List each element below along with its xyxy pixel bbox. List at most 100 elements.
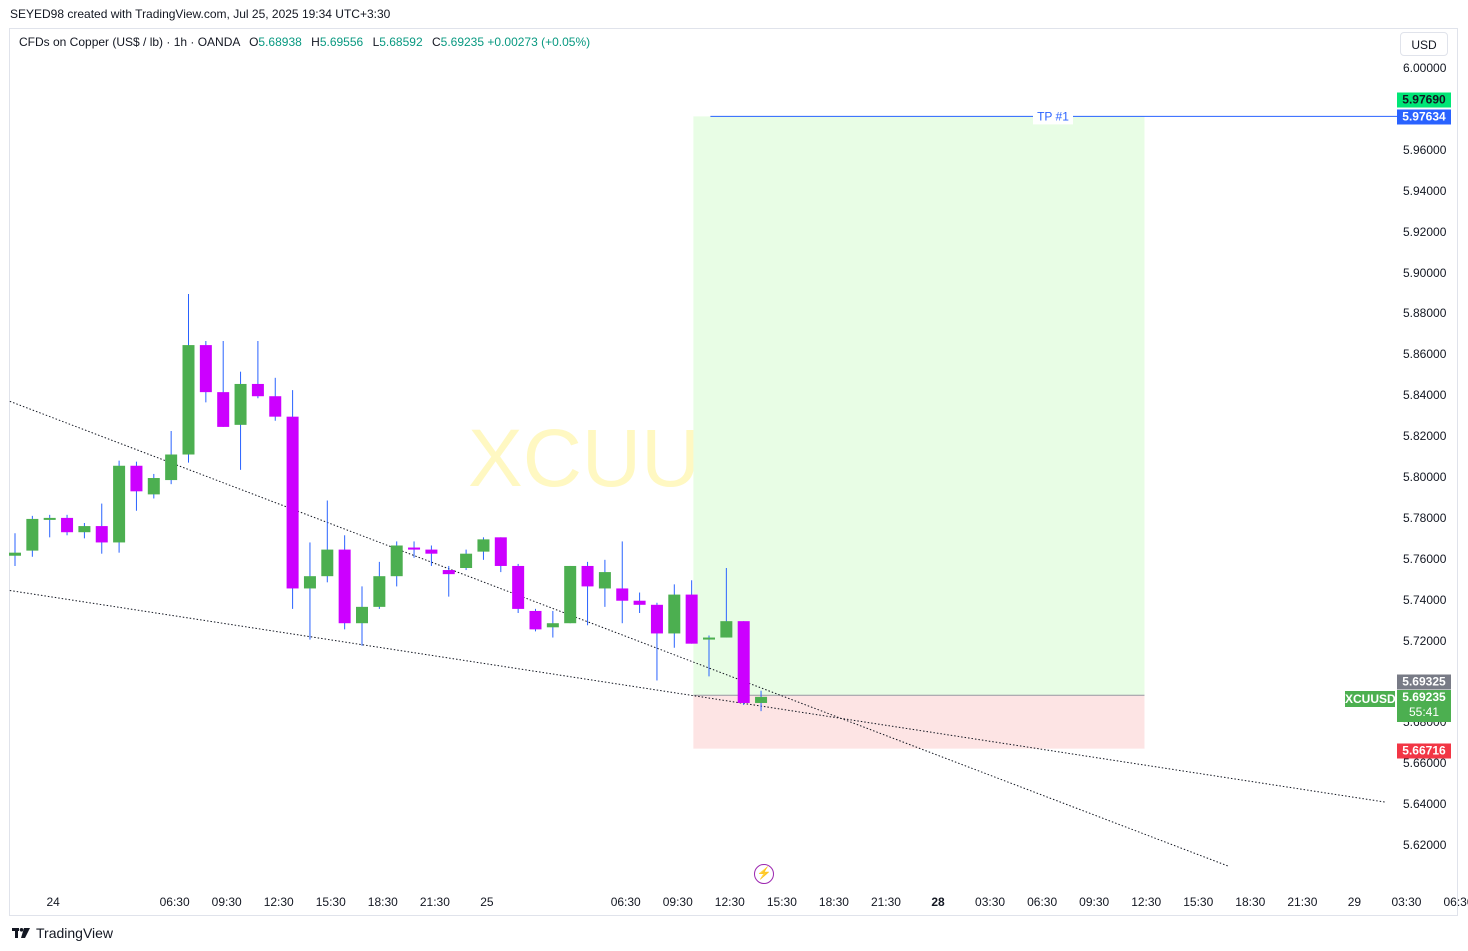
candle-body — [408, 547, 421, 550]
candle-body — [165, 454, 178, 481]
candle-body — [251, 383, 264, 397]
y-tick-label: 5.92000 — [1403, 224, 1447, 239]
candle-body — [78, 526, 91, 533]
x-tick-label: 09:30 — [211, 895, 242, 909]
x-tick-label: 28 — [931, 895, 945, 909]
y-tick-label: 5.74000 — [1403, 592, 1447, 607]
candle-body — [685, 594, 698, 644]
x-tick-label: 21:30 — [419, 895, 450, 909]
symbol-badge: XCUUSD — [1345, 691, 1396, 707]
tp-label-bg — [1033, 108, 1073, 125]
low-label: L — [372, 35, 380, 49]
stop-badge: 5.66716 — [1397, 743, 1451, 759]
candle-body — [338, 549, 351, 624]
y-tick-label: 5.80000 — [1403, 470, 1447, 484]
x-tick-label: 24 — [46, 895, 60, 909]
y-tick-label: 5.76000 — [1403, 551, 1447, 566]
tradingview-logo-text: TradingView — [36, 925, 114, 941]
candle-body — [546, 623, 559, 628]
instrument-name: CFDs on Copper (US$ / lb) · 1h · OANDA — [19, 35, 240, 49]
position-zones — [693, 116, 1145, 749]
y-tick-label: 5.72000 — [1403, 633, 1447, 648]
y-tick-label: 5.64000 — [1403, 797, 1447, 812]
candle-body — [442, 570, 455, 575]
candle-body — [581, 565, 594, 587]
candle-body — [217, 392, 230, 427]
candle-body — [477, 539, 490, 552]
x-tick-label: 18:30 — [1235, 895, 1266, 909]
profit-zone — [693, 116, 1145, 696]
x-tick-label: 06:30 — [1027, 895, 1058, 909]
y-tick-label: 5.90000 — [1403, 265, 1447, 280]
candle-body — [286, 416, 299, 589]
tradingview-logo[interactable]: TradingView — [12, 925, 113, 941]
candle-body — [755, 696, 768, 703]
chart-attribution: SEYED98 created with TradingView.com, Ju… — [10, 7, 391, 21]
entry-badge: 5.69325 — [1397, 674, 1451, 690]
tradingview-logo-icon — [12, 928, 30, 938]
x-tick-label: 18:30 — [818, 895, 849, 909]
x-tick-label: 25 — [480, 895, 494, 909]
candle-body — [61, 517, 74, 533]
x-tick-label: 15:30 — [315, 895, 346, 909]
y-tick-label: 5.84000 — [1403, 388, 1447, 403]
x-tick-label: 09:30 — [1079, 895, 1110, 909]
candle-body — [494, 537, 507, 566]
y-tick-label: 5.86000 — [1403, 347, 1447, 362]
y-tick-label: 6.00000 — [1403, 61, 1447, 75]
tp-green-badge: 5.97690 — [1397, 92, 1451, 108]
candle-body — [529, 610, 542, 630]
trendline — [9, 400, 1230, 868]
candle-body — [650, 604, 663, 634]
candle-body — [321, 549, 334, 577]
candle-body — [737, 621, 750, 703]
candle-body — [460, 553, 473, 569]
last-price-badge: 5.69235 55:41 — [1397, 690, 1451, 722]
change-value: +0.00273 (+0.05%) — [487, 35, 591, 49]
open-label: O — [249, 35, 259, 49]
candle-body — [616, 588, 629, 601]
candle-body — [95, 526, 108, 543]
chart-frame — [9, 28, 1458, 916]
x-tick-label: 29 — [1347, 895, 1362, 909]
candle-body — [703, 637, 715, 640]
x-tick-label: 18:30 — [367, 895, 398, 909]
x-tick-label: 03:30 — [975, 895, 1006, 909]
candle-body — [668, 594, 681, 634]
candle-body — [113, 465, 126, 543]
candle-body — [26, 518, 39, 551]
high-label: H — [311, 35, 320, 49]
bar-countdown: 55:41 — [1408, 705, 1440, 719]
close-value: 5.69235 — [440, 35, 485, 49]
close-label: C — [431, 35, 441, 49]
candle-body — [199, 345, 212, 393]
x-tick-label: 15:30 — [766, 895, 797, 909]
tp-label: TP #1 — [1037, 109, 1069, 123]
lightning-icon[interactable]: ⚡ — [754, 864, 774, 884]
x-tick-label: 21:30 — [1287, 895, 1318, 909]
x-tick-label: 06:30 — [610, 895, 641, 909]
x-tick-label: 12:30 — [714, 895, 745, 909]
y-tick-label: 5.78000 — [1403, 510, 1447, 525]
candle-body — [234, 383, 247, 425]
x-tick-label: 06:30 — [159, 895, 190, 909]
low-value: 5.68592 — [379, 35, 423, 49]
x-tick-label: 21:30 — [870, 895, 901, 909]
candle-body — [356, 606, 368, 624]
trendlines — [9, 400, 1386, 868]
tp-line: TP #1 — [710, 108, 1397, 125]
ohlc-legend: CFDs on Copper (US$ / lb) · 1h · OANDA O… — [19, 35, 590, 49]
candle-body — [182, 345, 195, 455]
x-tick-label: 12:30 — [1131, 895, 1162, 909]
candle-body — [269, 396, 282, 417]
candles — [9, 293, 768, 712]
open-value: 5.68938 — [258, 35, 302, 49]
candle-body — [564, 565, 577, 624]
currency-button[interactable]: USD — [1400, 32, 1448, 56]
candle-body — [373, 576, 386, 607]
x-tick-label: 09:30 — [662, 895, 693, 909]
y-tick-label: 5.82000 — [1403, 429, 1447, 444]
candle-body — [130, 465, 143, 492]
loss-zone — [693, 695, 1145, 749]
